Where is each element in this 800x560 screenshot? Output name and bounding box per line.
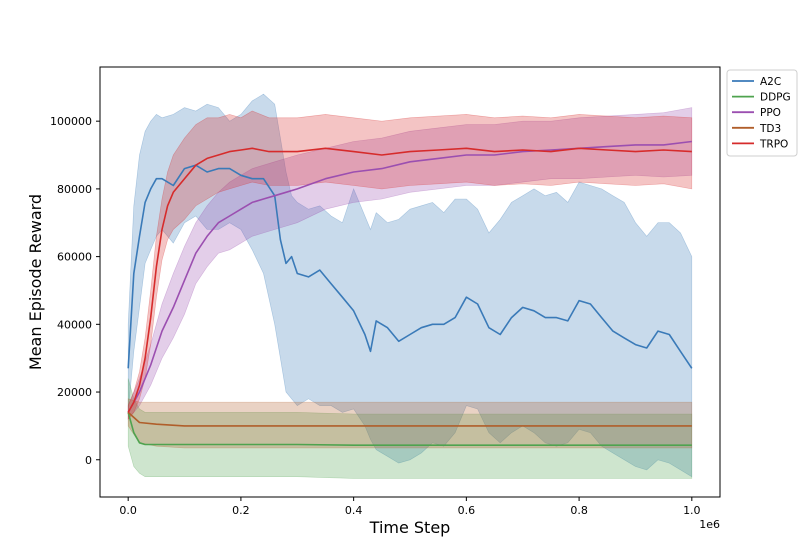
ddpg-series-line <box>127 412 692 447</box>
y-tick-label: 0 <box>85 454 92 467</box>
confidence-bands <box>127 93 693 479</box>
td3-confidence-band <box>127 398 693 449</box>
a2c-legend-label: A2C <box>760 76 781 88</box>
y-tick-label: 80000 <box>57 183 92 196</box>
x-axis-ticks: 0.0 0.2 0.4 0.6 0.8 1.0 <box>119 497 701 517</box>
ddpg-legend-label: DDPG <box>760 92 791 104</box>
ddpg-confidence-band <box>127 378 693 479</box>
td3-legend-label: TD3 <box>759 123 781 135</box>
x-tick-label: 0.0 <box>119 504 137 517</box>
ppo-series-line <box>127 140 692 413</box>
x-tick-label: 0.6 <box>458 504 476 517</box>
legend-box <box>726 69 798 157</box>
trpo-legend-label: TRPO <box>759 138 788 150</box>
x-tick-label: 0.2 <box>232 504 250 517</box>
trpo-series-line <box>127 147 692 413</box>
x-axis-title: Time Step <box>369 518 451 537</box>
a2c-series-line <box>127 164 693 369</box>
y-tick-label: 40000 <box>57 318 92 331</box>
series-lines <box>127 140 693 447</box>
y-tick-label: 100000 <box>50 115 92 128</box>
a2c-confidence-band <box>127 93 693 478</box>
y-axis-title: Mean Episode Reward <box>26 194 45 370</box>
td3-series-line <box>127 411 692 427</box>
ppo-legend-label: PPO <box>760 107 781 119</box>
x-tick-label: 0.4 <box>345 504 363 517</box>
x-tick-label: 0.8 <box>570 504 588 517</box>
y-tick-label: 60000 <box>57 251 92 264</box>
y-tick-label: 20000 <box>57 386 92 399</box>
legend: A2C DDPG PPO TD3 TRPO <box>726 69 798 157</box>
x-tick-label: 1.0 <box>683 504 701 517</box>
y-axis-ticks: 0 20000 40000 60000 80000 100000 <box>50 115 100 467</box>
x-axis-offset-label: 1e6 <box>699 518 720 531</box>
plot-area-frame <box>99 66 721 498</box>
trpo-confidence-band <box>127 110 693 420</box>
